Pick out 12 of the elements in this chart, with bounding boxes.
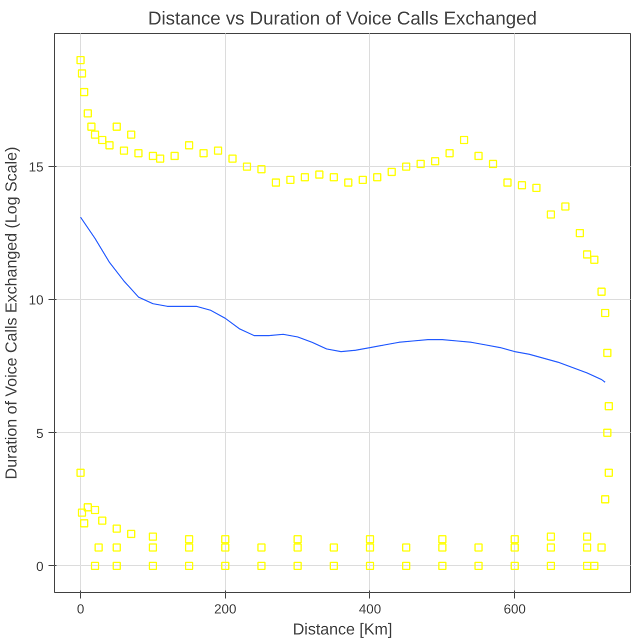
x-tick-label: 0 bbox=[76, 602, 84, 616]
y-tick-label: 15 bbox=[28, 160, 44, 175]
x-tick-label: 400 bbox=[358, 602, 382, 616]
x-tick-label: 200 bbox=[214, 602, 236, 616]
y-axis-title: Duration of Voice Calls Exchanged (Log Scale) bbox=[4, 146, 21, 480]
chart-title: Distance vs Duration of Voice Calls Exchanged bbox=[148, 8, 537, 28]
line-series bbox=[80, 216, 606, 383]
y-tick-label: 0 bbox=[36, 558, 44, 574]
y-tick-label: 10 bbox=[28, 292, 44, 308]
y-tick-label: 5 bbox=[36, 426, 44, 441]
x-axis-title: Distance [Km] bbox=[292, 622, 392, 638]
x-tick-label: 600 bbox=[504, 602, 526, 616]
